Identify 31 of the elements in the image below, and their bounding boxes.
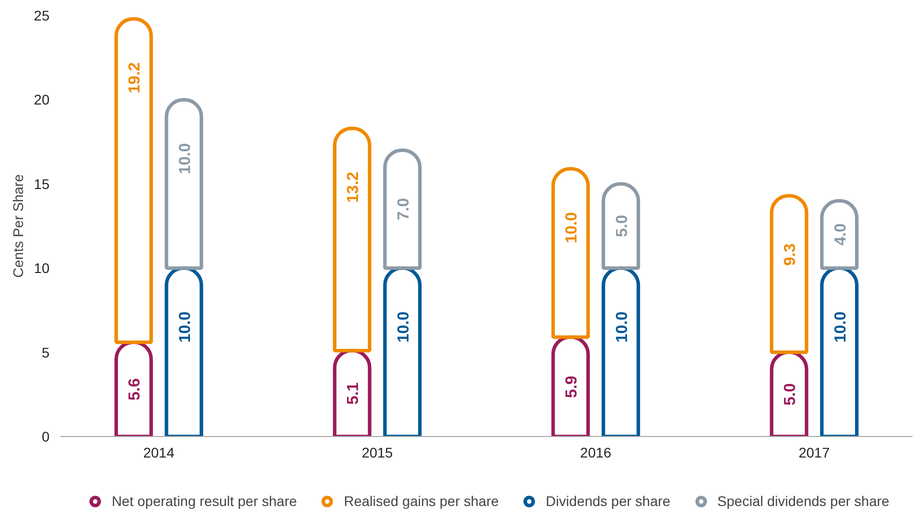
x-tick-label: 2016 bbox=[580, 444, 612, 460]
x-tick-label: 2014 bbox=[143, 444, 175, 460]
data-label: 4.0 bbox=[832, 223, 850, 246]
legend-label: Net operating result per share bbox=[112, 493, 297, 509]
data-label: 5.0 bbox=[614, 214, 631, 238]
y-tick-label: 10 bbox=[34, 260, 50, 276]
data-label: 5.0 bbox=[782, 383, 800, 406]
y-tick-label: 15 bbox=[34, 176, 50, 192]
x-tick-label: 2017 bbox=[798, 444, 830, 460]
data-label: 7.0 bbox=[395, 198, 412, 220]
data-label: 10.0 bbox=[564, 212, 581, 244]
y-tick-label: 0 bbox=[42, 428, 50, 444]
legend-label: Dividends per share bbox=[546, 493, 670, 509]
y-tick-label: 5 bbox=[42, 344, 50, 360]
data-label: 13.2 bbox=[345, 172, 362, 203]
legend-label: Realised gains per share bbox=[344, 493, 499, 509]
y-axis-title: Cents Per Share bbox=[10, 174, 26, 278]
data-label: 10.0 bbox=[614, 311, 631, 343]
data-label: 10.0 bbox=[176, 142, 194, 174]
data-label: 10.0 bbox=[832, 311, 850, 343]
data-label: 9.3 bbox=[782, 243, 800, 266]
data-label: 5.6 bbox=[126, 378, 144, 400]
y-tick-label: 25 bbox=[34, 8, 50, 24]
y-tick-label: 20 bbox=[34, 92, 50, 108]
data-label: 10.0 bbox=[395, 311, 412, 343]
legend-label: Special dividends per share bbox=[717, 493, 890, 509]
data-label: 5.9 bbox=[564, 376, 581, 398]
data-label: 10.0 bbox=[176, 311, 194, 343]
x-tick-label: 2015 bbox=[362, 444, 394, 460]
data-label: 5.1 bbox=[345, 382, 362, 405]
data-label: 19.2 bbox=[126, 62, 144, 94]
